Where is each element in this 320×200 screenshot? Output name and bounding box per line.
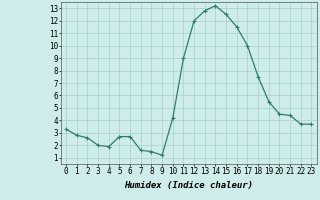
X-axis label: Humidex (Indice chaleur): Humidex (Indice chaleur) (124, 181, 253, 190)
